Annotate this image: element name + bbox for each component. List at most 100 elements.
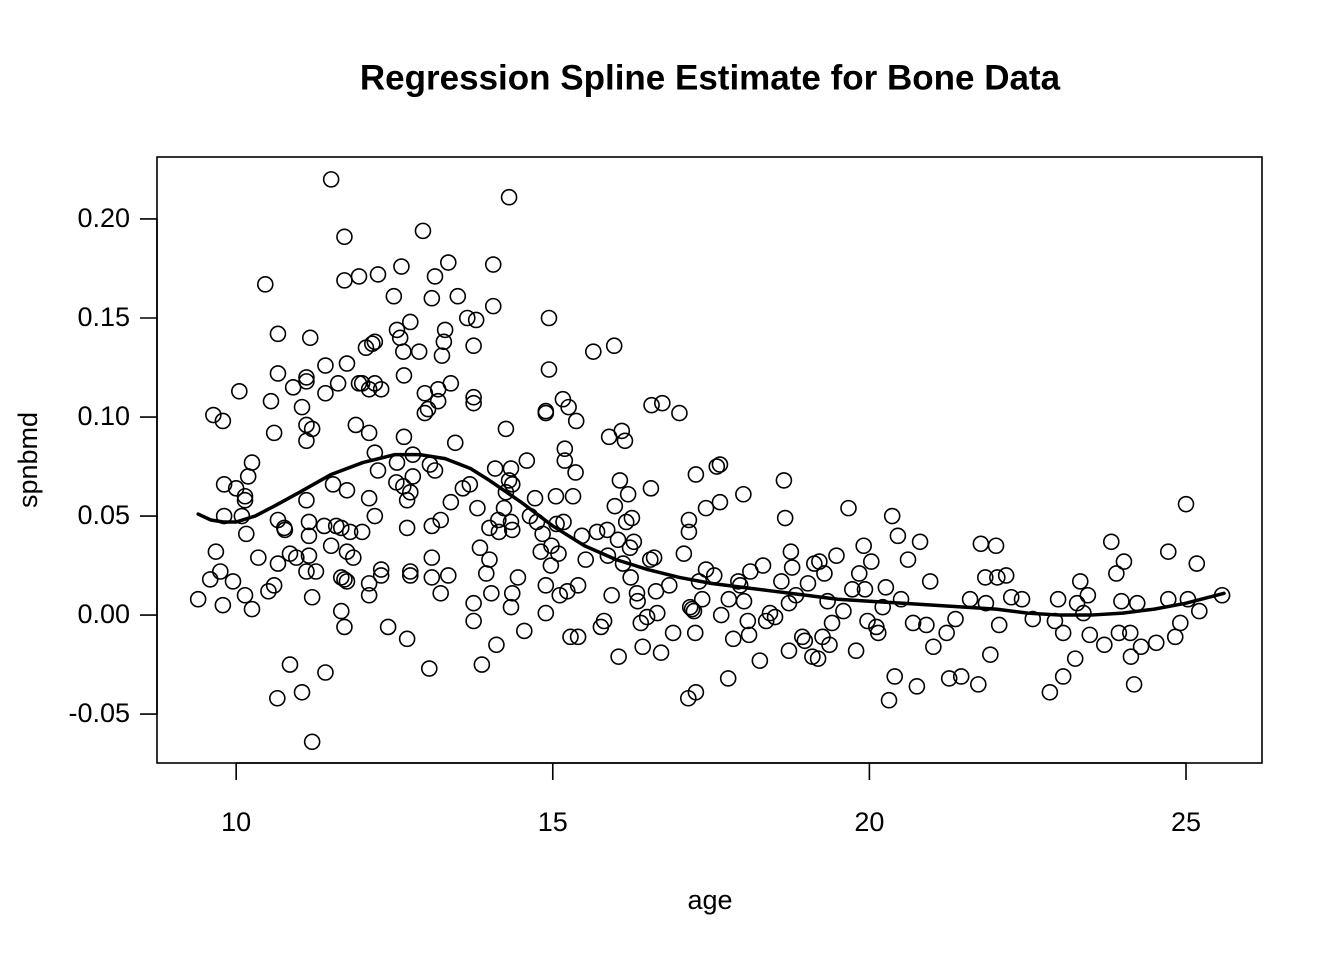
- data-point: [490, 523, 508, 541]
- data-point: [439, 567, 457, 584]
- data-point: [300, 547, 318, 564]
- data-point: [385, 287, 403, 305]
- data-point: [551, 586, 569, 604]
- data-point: [336, 228, 353, 246]
- data-point: [952, 668, 970, 685]
- data-point: [997, 567, 1015, 584]
- data-point: [298, 373, 315, 390]
- data-point: [560, 398, 577, 416]
- data-point: [675, 545, 693, 562]
- data-point: [347, 416, 365, 434]
- data-point: [265, 577, 283, 594]
- data-point: [796, 632, 814, 650]
- data-point: [293, 683, 311, 701]
- y-tick-label: 0.00: [77, 599, 130, 629]
- data-point: [303, 588, 321, 606]
- data-point: [816, 565, 833, 582]
- data-point: [360, 575, 378, 592]
- data-point: [562, 628, 579, 646]
- data-point: [855, 537, 872, 555]
- data-point: [473, 656, 491, 673]
- data-point: [1102, 533, 1120, 551]
- data-point: [989, 569, 1006, 586]
- data-point: [236, 487, 254, 505]
- data-point: [298, 369, 315, 386]
- data-point: [404, 468, 422, 485]
- data-point: [446, 434, 464, 452]
- data-point: [1049, 590, 1067, 608]
- data-point: [664, 624, 682, 642]
- data-point: [1013, 590, 1031, 608]
- data-point: [336, 571, 353, 588]
- data-point: [364, 335, 381, 353]
- data-point: [366, 375, 384, 392]
- data-point: [260, 582, 277, 600]
- data-point: [598, 521, 616, 539]
- data-point: [712, 606, 730, 624]
- data-point: [410, 343, 428, 360]
- data-point: [395, 367, 413, 384]
- data-point: [1096, 636, 1113, 654]
- data-point: [947, 610, 964, 628]
- data-point: [288, 549, 305, 566]
- data-point: [301, 329, 319, 347]
- data-point: [925, 638, 942, 656]
- data-point: [642, 480, 660, 497]
- data-point: [654, 394, 671, 412]
- data-point: [388, 321, 406, 339]
- data-point: [537, 577, 555, 594]
- data-point: [567, 464, 584, 481]
- data-point: [883, 507, 901, 525]
- data-point: [429, 392, 447, 410]
- data-point: [449, 287, 467, 305]
- data-point: [350, 268, 368, 285]
- data-point: [426, 268, 444, 285]
- data-point: [236, 586, 254, 604]
- data-point: [465, 612, 482, 630]
- data-point: [423, 549, 441, 566]
- data-point: [537, 604, 555, 622]
- data-point: [938, 624, 955, 642]
- data-point: [735, 485, 752, 503]
- data-point: [317, 664, 334, 681]
- data-point: [588, 523, 606, 541]
- data-point: [420, 660, 438, 677]
- data-point: [502, 460, 520, 477]
- data-point: [298, 416, 315, 434]
- y-tick-label: -0.05: [68, 698, 130, 728]
- data-point: [577, 551, 595, 568]
- data-point: [465, 594, 482, 612]
- data-point: [782, 543, 800, 560]
- data-point: [1121, 624, 1139, 642]
- data-point: [623, 509, 641, 527]
- data-point: [212, 563, 229, 580]
- data-point: [398, 630, 416, 648]
- data-point: [360, 489, 378, 507]
- data-point: [1159, 543, 1177, 560]
- data-point: [262, 392, 280, 410]
- data-point: [540, 309, 558, 327]
- data-point: [401, 483, 419, 501]
- data-point: [990, 616, 1008, 634]
- data-point: [799, 575, 817, 592]
- data-point: [224, 573, 242, 590]
- data-point: [419, 400, 437, 418]
- data-point: [416, 404, 434, 422]
- data-point: [526, 489, 544, 507]
- data-point: [484, 256, 502, 273]
- data-point: [632, 614, 650, 632]
- data-point: [686, 624, 704, 642]
- data-point: [899, 551, 917, 568]
- data-point: [393, 258, 410, 275]
- data-point: [773, 573, 790, 590]
- data-point: [605, 337, 623, 355]
- data-point: [401, 567, 419, 584]
- data-point: [542, 557, 560, 574]
- data-point: [619, 485, 637, 503]
- x-tick-label: 25: [1171, 807, 1201, 837]
- data-point: [426, 462, 444, 479]
- x-axis-title: age: [687, 885, 732, 915]
- data-point: [481, 551, 498, 568]
- data-point: [547, 487, 565, 505]
- data-point: [776, 509, 794, 527]
